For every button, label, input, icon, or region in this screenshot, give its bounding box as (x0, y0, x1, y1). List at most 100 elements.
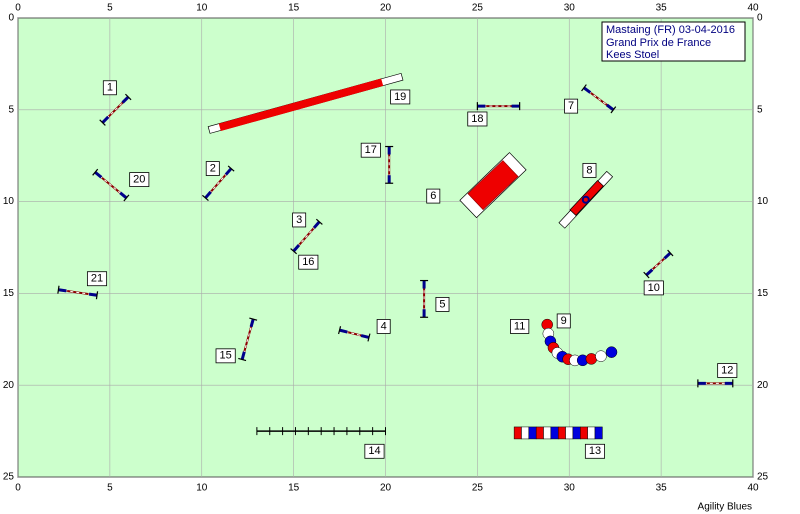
obstacle-label: 2 (210, 162, 216, 174)
label-box (86, 271, 108, 287)
label-box (376, 319, 391, 334)
tunnel-segment (528, 426, 537, 440)
obstacle-label: 19 (394, 91, 406, 103)
tunnel-segment (595, 350, 607, 362)
obstacle-label: 11 (514, 320, 525, 332)
label-box (129, 172, 150, 187)
jump-wing (339, 328, 348, 334)
y-tick-label: 10 (3, 196, 15, 207)
y-tick-label: 15 (3, 288, 15, 299)
jump-wing (312, 220, 321, 229)
footer: Agility Blues (698, 502, 752, 513)
obstacle-label: 12 (721, 364, 733, 376)
y-tick-label: 20 (757, 380, 769, 391)
tunnel-segment (557, 426, 566, 440)
tunnel-segment (535, 426, 544, 440)
y-tick-label: 25 (757, 472, 769, 483)
label-box (360, 142, 381, 158)
jump-post (124, 93, 132, 101)
obstacle-label: 5 (439, 298, 445, 310)
jump-wing (360, 334, 370, 339)
x-tick-label: 5 (107, 483, 113, 494)
jump-post (667, 249, 674, 257)
jump-wing (249, 318, 255, 328)
obstacle-label: 20 (133, 173, 145, 185)
jump-wing (58, 288, 67, 293)
x-tick-label: 30 (564, 483, 576, 494)
x-tick-label: 20 (380, 3, 392, 14)
obstacle-label: 18 (471, 113, 483, 125)
label-box (510, 319, 530, 334)
jump-wing (119, 191, 128, 200)
tunnel-segment (594, 426, 603, 440)
y-tick-label: 0 (757, 13, 763, 24)
jump-wing (121, 95, 130, 104)
jump-post (315, 218, 323, 225)
jump-post (202, 194, 209, 202)
jump-post (238, 357, 247, 362)
y-tick-label: 25 (3, 472, 15, 483)
obstacle-label: 3 (296, 214, 302, 226)
obstacle-label: 4 (381, 320, 387, 332)
label-box (584, 443, 605, 459)
jump-post (249, 317, 258, 321)
x-tick-label: 30 (564, 3, 576, 14)
a-frame-zone (467, 160, 519, 211)
y-tick-label: 5 (757, 104, 763, 115)
obstacle-label: 10 (648, 282, 660, 294)
jump-wing (663, 251, 672, 260)
jump-wing (224, 167, 233, 176)
jump-post (95, 291, 99, 300)
label-box (426, 188, 441, 204)
tunnel-segment (605, 346, 618, 358)
tunnel-segment (572, 426, 581, 440)
jump-wing (88, 292, 98, 297)
obstacle-label: 1 (107, 82, 113, 94)
tunnel-segment (550, 426, 559, 440)
label-box (205, 161, 220, 176)
x-tick-label: 35 (656, 3, 668, 14)
y-tick-label: 10 (757, 196, 769, 207)
x-tick-label: 15 (288, 3, 300, 14)
obstacle-label: 6 (430, 190, 436, 202)
tunnel-segment (585, 353, 598, 365)
obstacles (57, 72, 734, 440)
info-line: Kees Stoel (606, 49, 659, 61)
label-box (435, 297, 450, 312)
obstacle-label: 16 (302, 256, 314, 268)
jump-wing (204, 190, 212, 199)
x-tick-label: 15 (288, 483, 300, 494)
x-tick-label: 25 (472, 3, 484, 14)
obstacle-label: 7 (568, 100, 574, 112)
label-box (292, 212, 307, 228)
y-tick-label: 20 (3, 380, 15, 391)
jump-wing (583, 86, 592, 94)
jump-post (610, 106, 617, 114)
x-tick-label: 0 (15, 483, 21, 494)
label-box (643, 280, 664, 296)
x-tick-label: 10 (196, 483, 208, 494)
tunnel-segment (587, 426, 596, 440)
label-box (467, 111, 488, 127)
info-line: Grand Prix de France (606, 37, 711, 49)
info-box (601, 21, 746, 62)
jump-wing (645, 268, 654, 277)
obstacle-label: 8 (586, 164, 592, 176)
x-tick-label: 35 (656, 483, 668, 494)
jump-post (338, 326, 342, 335)
tunnel-segment (513, 426, 522, 440)
label-box (564, 98, 579, 114)
y-tick-label: 15 (757, 288, 769, 299)
dogwalk-plank (218, 78, 384, 132)
obstacle-label: 14 (368, 445, 380, 457)
jump-post (367, 333, 371, 342)
x-tick-label: 20 (380, 483, 392, 494)
jump-post (227, 165, 235, 172)
x-tick-label: 40 (747, 483, 759, 494)
label-box (717, 363, 738, 378)
obstacle-label: 9 (561, 315, 567, 327)
obstacle-label: 21 (91, 273, 103, 285)
jump-post (290, 248, 298, 255)
